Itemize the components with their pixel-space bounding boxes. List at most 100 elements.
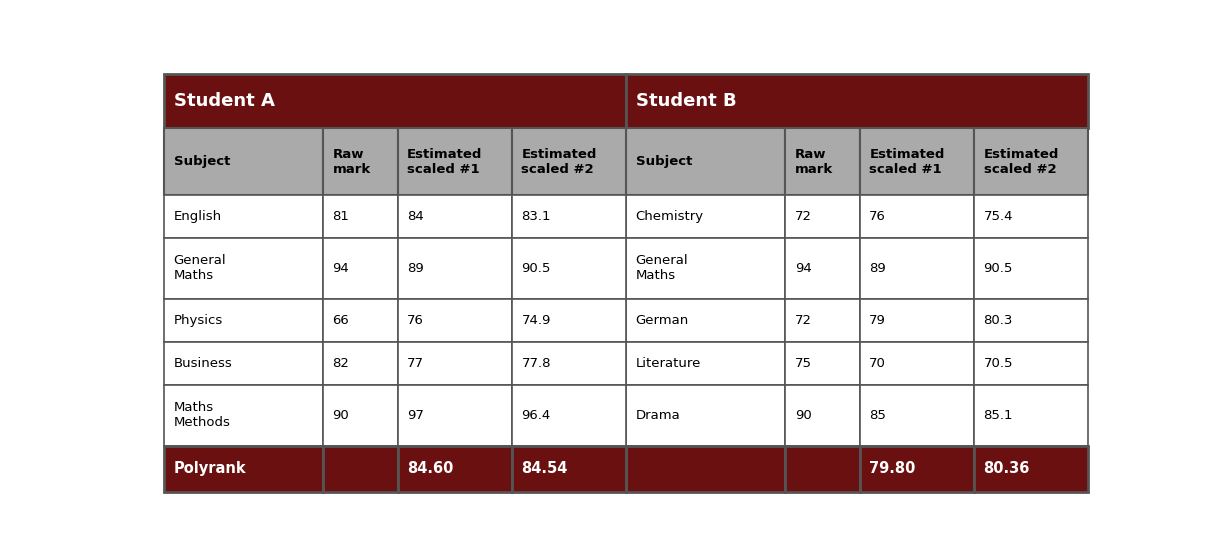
Bar xyxy=(397,342,512,385)
Bar xyxy=(860,238,974,298)
Text: 81: 81 xyxy=(332,210,349,223)
Bar xyxy=(860,342,974,385)
Bar xyxy=(626,195,786,238)
Bar xyxy=(323,342,397,385)
Text: Estimated
scaled #2: Estimated scaled #2 xyxy=(522,148,596,176)
Bar xyxy=(164,385,323,446)
Text: Drama: Drama xyxy=(635,409,681,422)
Text: 97: 97 xyxy=(407,409,424,422)
Text: Subject: Subject xyxy=(174,155,230,168)
Text: 72: 72 xyxy=(794,314,811,327)
Bar xyxy=(786,195,860,238)
Text: 76: 76 xyxy=(407,314,424,327)
Text: 90: 90 xyxy=(794,409,811,422)
Bar xyxy=(397,298,512,342)
Text: 80.36: 80.36 xyxy=(984,461,1030,477)
Bar xyxy=(512,298,626,342)
Bar xyxy=(974,446,1089,492)
Bar xyxy=(626,385,786,446)
Text: 66: 66 xyxy=(332,314,349,327)
Text: Physics: Physics xyxy=(174,314,222,327)
Text: 94: 94 xyxy=(332,262,349,275)
Bar xyxy=(323,385,397,446)
Text: 74.9: 74.9 xyxy=(522,314,551,327)
Text: Polyrank: Polyrank xyxy=(174,461,246,477)
Text: 89: 89 xyxy=(869,262,886,275)
Bar xyxy=(786,385,860,446)
Bar xyxy=(512,128,626,195)
Text: 77.8: 77.8 xyxy=(522,357,551,370)
Text: Chemistry: Chemistry xyxy=(635,210,704,223)
Text: German: German xyxy=(635,314,689,327)
Text: 96.4: 96.4 xyxy=(522,409,551,422)
Text: 76: 76 xyxy=(869,210,886,223)
Text: Subject: Subject xyxy=(635,155,692,168)
Bar xyxy=(626,238,786,298)
Bar xyxy=(786,128,860,195)
Text: 84.60: 84.60 xyxy=(407,461,453,477)
Text: Literature: Literature xyxy=(635,357,701,370)
Bar xyxy=(164,74,626,128)
Text: 94: 94 xyxy=(794,262,811,275)
Bar xyxy=(397,446,512,492)
Text: Raw
mark: Raw mark xyxy=(332,148,370,176)
Bar xyxy=(512,238,626,298)
Bar xyxy=(397,195,512,238)
Bar xyxy=(626,446,786,492)
Text: 90.5: 90.5 xyxy=(984,262,1013,275)
Bar xyxy=(323,195,397,238)
Text: 83.1: 83.1 xyxy=(522,210,551,223)
Text: English: English xyxy=(174,210,221,223)
Bar xyxy=(860,385,974,446)
Text: General
Maths: General Maths xyxy=(174,254,226,282)
Bar xyxy=(323,128,397,195)
Text: 89: 89 xyxy=(407,262,424,275)
Bar xyxy=(860,446,974,492)
Bar xyxy=(626,342,786,385)
Bar xyxy=(164,238,323,298)
Text: 70: 70 xyxy=(869,357,886,370)
Bar xyxy=(860,128,974,195)
Text: Estimated
scaled #1: Estimated scaled #1 xyxy=(869,148,945,176)
Bar xyxy=(974,342,1089,385)
Text: 75.4: 75.4 xyxy=(984,210,1013,223)
Bar xyxy=(397,238,512,298)
Text: Maths
Methods: Maths Methods xyxy=(174,402,231,430)
Text: 79.80: 79.80 xyxy=(869,461,915,477)
Text: 79: 79 xyxy=(869,314,886,327)
Bar xyxy=(323,238,397,298)
Bar xyxy=(397,385,512,446)
Text: 82: 82 xyxy=(332,357,349,370)
Text: 80.3: 80.3 xyxy=(984,314,1013,327)
Text: 84: 84 xyxy=(407,210,424,223)
Bar xyxy=(323,446,397,492)
Bar xyxy=(786,238,860,298)
Bar xyxy=(512,446,626,492)
Text: Student B: Student B xyxy=(635,92,737,110)
Bar xyxy=(974,195,1089,238)
Bar xyxy=(860,298,974,342)
Bar xyxy=(786,342,860,385)
Text: Estimated
scaled #2: Estimated scaled #2 xyxy=(984,148,1059,176)
Text: Student A: Student A xyxy=(174,92,275,110)
Bar xyxy=(323,298,397,342)
Text: General
Maths: General Maths xyxy=(635,254,688,282)
Text: 85.1: 85.1 xyxy=(984,409,1013,422)
Text: 85: 85 xyxy=(869,409,886,422)
Bar xyxy=(974,238,1089,298)
Text: 90: 90 xyxy=(332,409,349,422)
Bar xyxy=(626,74,1089,128)
Bar xyxy=(164,128,323,195)
Text: Estimated
scaled #1: Estimated scaled #1 xyxy=(407,148,483,176)
Text: 90.5: 90.5 xyxy=(522,262,551,275)
Text: Raw
mark: Raw mark xyxy=(794,148,833,176)
Bar xyxy=(397,128,512,195)
Bar xyxy=(164,446,323,492)
Bar xyxy=(164,342,323,385)
Bar xyxy=(974,128,1089,195)
Text: 70.5: 70.5 xyxy=(984,357,1013,370)
Bar xyxy=(860,195,974,238)
Bar xyxy=(974,298,1089,342)
Text: Business: Business xyxy=(174,357,232,370)
Bar xyxy=(974,385,1089,446)
